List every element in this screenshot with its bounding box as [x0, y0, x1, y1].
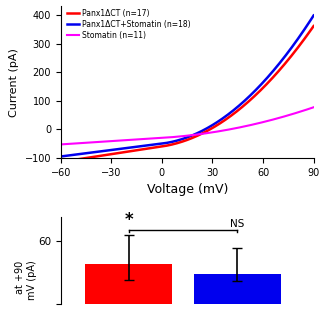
Text: *: * [124, 211, 133, 228]
Text: NS: NS [230, 219, 245, 228]
Bar [85, 264, 172, 304]
Y-axis label: Current (pA): Current (pA) [9, 48, 19, 116]
X-axis label: Voltage (mV): Voltage (mV) [147, 183, 228, 196]
Bar [194, 275, 281, 304]
Y-axis label: at +90
mV (pA): at +90 mV (pA) [15, 261, 36, 300]
Legend: Panx1ΔCT (n=17), Panx1ΔCT+Stomatin (n=18), Stomatin (n=11): Panx1ΔCT (n=17), Panx1ΔCT+Stomatin (n=18… [67, 9, 190, 40]
